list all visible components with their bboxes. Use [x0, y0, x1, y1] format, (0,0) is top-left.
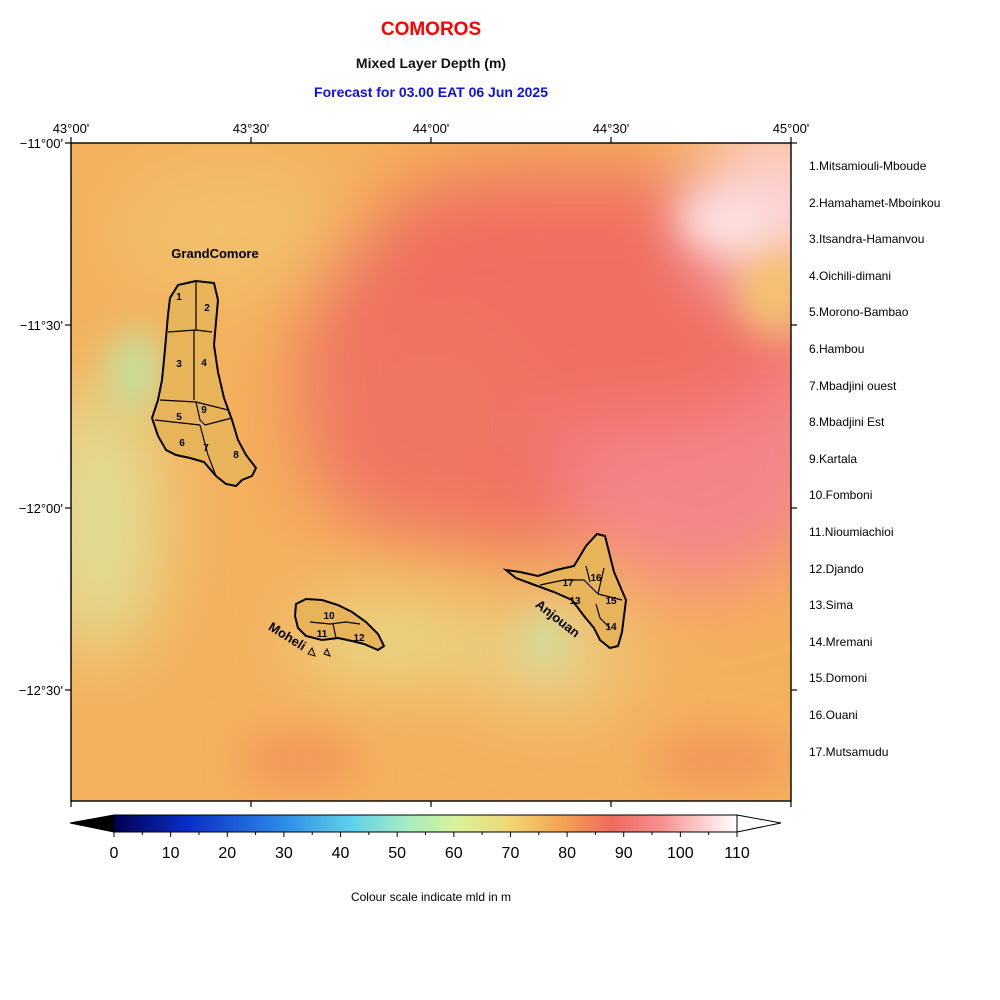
- district-number: 7: [203, 443, 209, 454]
- lat-label: −12°00': [19, 501, 63, 516]
- district-number: 6: [179, 438, 185, 449]
- lon-label: 45°00': [773, 121, 810, 136]
- island-anjouan: [502, 532, 628, 650]
- mld-field: [71, 143, 791, 801]
- district-number: 10: [323, 611, 335, 622]
- district-number: 12: [353, 633, 365, 644]
- map-title: COMOROS: [380, 19, 482, 40]
- legend-item: 2.Hamahamet-Mboinkou: [809, 195, 941, 210]
- district-number: 16: [590, 573, 602, 584]
- colorbar-tick-label: 110: [724, 845, 750, 862]
- colorbar-tick-label: 60: [445, 845, 463, 862]
- legend-item: 9.Kartala: [809, 451, 858, 466]
- lon-label: 44°00': [413, 121, 450, 136]
- district-number: 13: [569, 596, 581, 607]
- colorbar-left-arrow: [69, 814, 115, 833]
- lon-label: 43°30': [233, 121, 270, 136]
- colorbar-caption: Colour scale indicate mld in m: [350, 890, 512, 904]
- legend-item: 12.Djando: [809, 561, 864, 576]
- colorbar-tick-label: 90: [615, 845, 633, 862]
- legend-item: 14.Mremani: [809, 634, 873, 649]
- colorbar-tick-label: 30: [275, 845, 293, 862]
- legend-item: 6.Hambou: [809, 341, 865, 356]
- legend-item: 15.Domoni: [809, 671, 868, 686]
- colorbar-right-arrow: [736, 814, 782, 833]
- legend-item: 7.Mbadjini ouest: [809, 378, 897, 393]
- district-number: 15: [605, 596, 617, 607]
- legend-item: 8.Mbadjini Est: [809, 415, 885, 430]
- map-subtitle: Mixed Layer Depth (m): [355, 55, 507, 71]
- district-legend: 1.Mitsamiouli-Mboude 2.Hamahamet-Mboinkou…: [809, 158, 999, 780]
- legend-item: 13.Sima: [809, 598, 854, 613]
- lat-label: −11°30': [20, 318, 63, 333]
- colorbar-tick-label: 70: [502, 845, 520, 862]
- colorbar: 0 10 20 30 40 50 60 70 80 90 100 110: [69, 814, 782, 862]
- legend-item: 10.Fomboni: [809, 488, 873, 503]
- district-number: 14: [605, 622, 617, 633]
- district-number: 8: [233, 450, 239, 461]
- lat-label: −12°30': [19, 683, 63, 698]
- colorbar-tick-label: 100: [667, 845, 694, 862]
- legend-item: 3.Itsandra-Hamanvou: [809, 232, 925, 247]
- legend-item: 4.Oichili-dimani: [809, 268, 892, 283]
- legend-item: 5.Morono-Bambao: [809, 305, 909, 320]
- colorbar-tick-label: 20: [218, 845, 236, 862]
- island-grand-comore: [150, 279, 258, 488]
- district-number: 11: [317, 629, 328, 640]
- district-number: 3: [176, 359, 182, 370]
- lat-label: −11°00': [20, 136, 63, 151]
- tick-marks: [65, 137, 797, 807]
- legend-item: 17.Mutsamudu: [809, 744, 889, 759]
- legend-item: 1.Mitsamiouli-Mboude: [809, 159, 927, 173]
- district-number: 1: [176, 292, 182, 303]
- island-moheli: [293, 597, 386, 657]
- colorbar-tick-label: 50: [388, 845, 406, 862]
- forecast-time: Forecast for 03.00 EAT 06 Jun 2025: [314, 84, 548, 100]
- legend-item: 16.Ouani: [809, 707, 858, 722]
- lon-label: 43°00': [53, 121, 90, 136]
- colorbar-tick-label: 80: [558, 845, 576, 862]
- district-number: 2: [204, 303, 210, 314]
- island-label-grand-comore: GrandComore: [171, 246, 258, 261]
- district-number: 5: [176, 412, 182, 423]
- colorbar-tick-label: 0: [110, 845, 119, 862]
- district-number: 9: [201, 405, 207, 416]
- legend-item: 11.Nioumiachioi: [809, 524, 894, 539]
- lon-label: 44°30': [593, 121, 630, 136]
- district-number: 17: [562, 578, 574, 589]
- colorbar-tick-label: 40: [332, 845, 350, 862]
- district-number: 4: [201, 358, 207, 369]
- colorbar-tick-label: 10: [162, 845, 180, 862]
- colorbar-gradient: [113, 814, 738, 833]
